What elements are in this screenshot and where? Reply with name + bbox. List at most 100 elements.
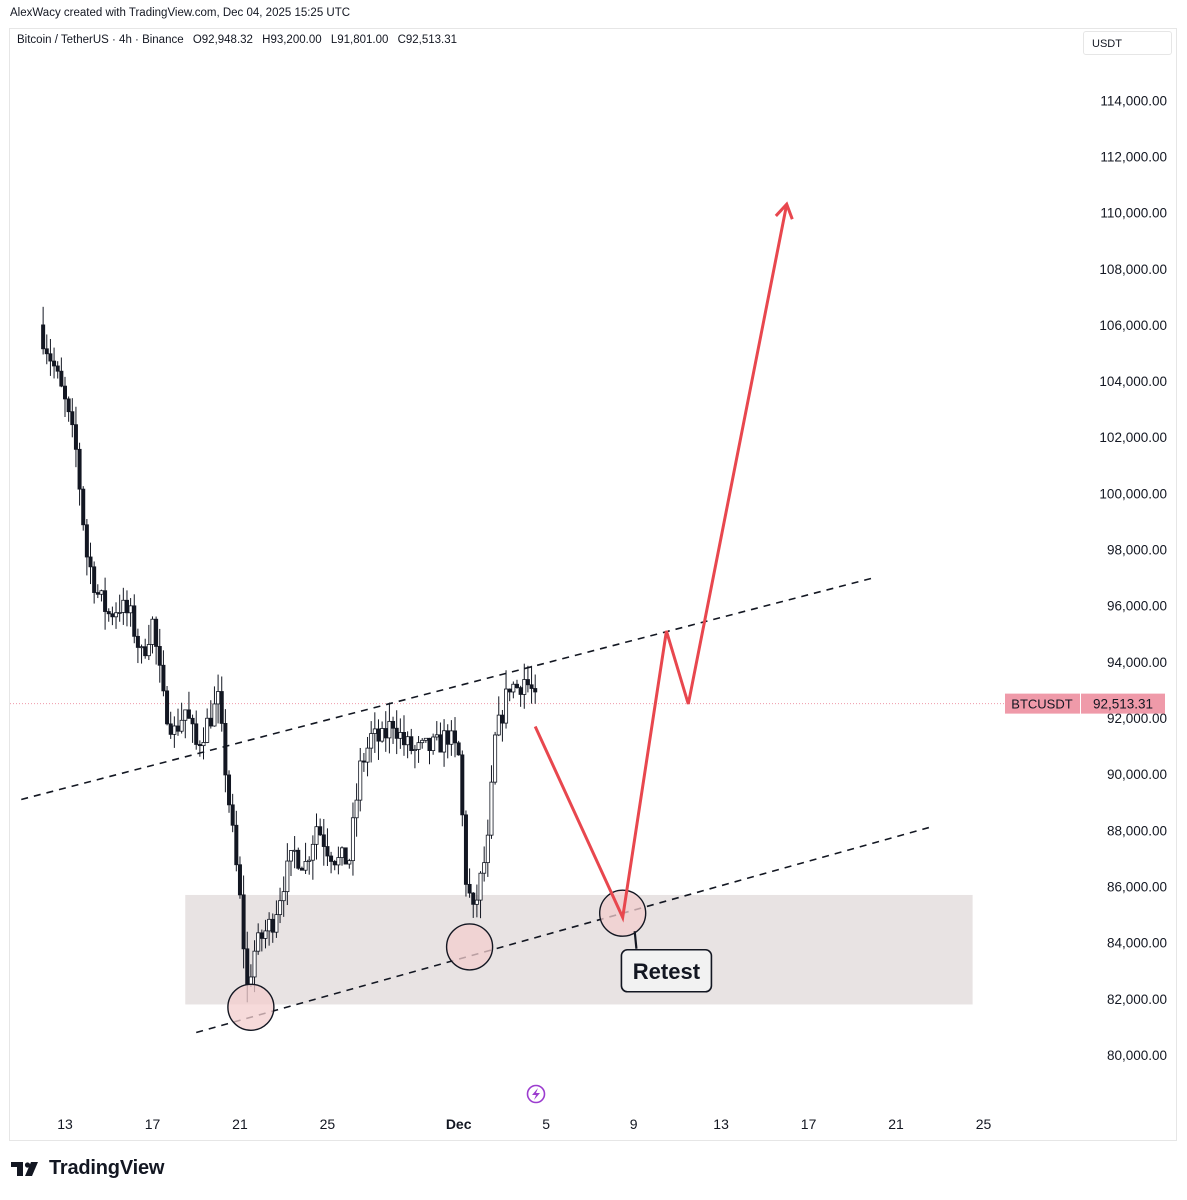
symbol-title[interactable]: Bitcoin / TetherUS · 4h · Binance: [17, 34, 184, 46]
candle-body: [533, 688, 538, 693]
candle: [434, 721, 439, 741]
candle: [442, 719, 447, 767]
current-price-tag: [1081, 693, 1165, 714]
candle-body: [172, 725, 177, 735]
candle-body: [434, 734, 439, 738]
x-tick-label: 17: [801, 1116, 817, 1132]
candle-body: [380, 728, 385, 742]
candle: [77, 442, 82, 506]
candle-body: [103, 590, 108, 612]
candle-body: [241, 894, 246, 950]
lightning-icon-ring: [526, 1084, 546, 1104]
candle: [263, 919, 268, 949]
candle-body: [321, 834, 326, 847]
candle-body: [63, 385, 68, 400]
candle: [420, 738, 425, 749]
candle-body: [299, 867, 304, 871]
candle: [227, 770, 232, 813]
candle-body: [237, 864, 242, 896]
candle: [467, 868, 472, 898]
candle-body: [205, 717, 210, 743]
candle: [230, 793, 235, 833]
candle: [216, 674, 221, 724]
candle: [416, 736, 421, 763]
candle-body: [92, 566, 97, 593]
candle-body: [274, 914, 279, 933]
candle-body: [340, 847, 345, 858]
candle-body: [409, 736, 414, 751]
candle: [391, 716, 396, 744]
candle-body: [157, 646, 162, 666]
candle-body: [511, 683, 516, 693]
candle-body: [190, 717, 195, 725]
candle-body: [161, 664, 166, 692]
x-tick-label: 9: [630, 1116, 638, 1132]
y-tick-label: 98,000.00: [1107, 543, 1167, 558]
candle: [329, 851, 334, 874]
candle-body: [518, 687, 523, 695]
currency-label[interactable]: USDT: [1083, 31, 1172, 55]
candle-body: [412, 749, 417, 751]
x-tick-label: 25: [320, 1116, 336, 1132]
candle-body: [416, 742, 421, 750]
candle-body: [369, 733, 374, 749]
y-tick-label: 96,000.00: [1107, 599, 1167, 614]
y-tick-label: 110,000.00: [1100, 206, 1167, 221]
candle: [161, 650, 166, 697]
candle: [201, 727, 206, 760]
candle-body: [391, 720, 396, 729]
candle-body: [73, 424, 78, 450]
candle-body: [398, 732, 403, 739]
candle-body: [482, 862, 487, 874]
candle: [186, 691, 191, 719]
candle-body: [507, 688, 512, 693]
candle-body: [485, 834, 490, 864]
candle: [110, 606, 115, 626]
y-tick-label: 100,000.00: [1099, 486, 1167, 501]
candle-body: [208, 717, 213, 727]
tradingview-logo: TradingView: [11, 1157, 164, 1180]
candle-body: [201, 742, 206, 747]
candle-body: [361, 760, 366, 763]
lightning-icon-bolt: [532, 1088, 540, 1100]
candle-body: [405, 736, 410, 746]
candle-body: [387, 720, 392, 739]
candle-body: [420, 739, 425, 744]
candle-body: [66, 398, 71, 413]
candle-body: [401, 732, 406, 746]
candle: [325, 828, 330, 866]
candle: [380, 721, 385, 743]
candle-body: [183, 709, 188, 721]
candle-body: [358, 760, 363, 801]
candle-body: [303, 861, 308, 871]
candle-body: [514, 683, 519, 689]
candle-body: [48, 353, 53, 362]
candle: [267, 912, 272, 946]
candle: [438, 722, 443, 753]
candle: [128, 598, 133, 627]
candle: [66, 396, 71, 422]
candle: [347, 858, 352, 869]
candle: [343, 847, 348, 865]
candle-body: [259, 932, 264, 939]
x-tick-label: 5: [542, 1116, 550, 1132]
candle: [285, 843, 290, 906]
candle-body: [59, 370, 64, 387]
candle: [146, 624, 151, 661]
candle: [478, 871, 483, 919]
candle-body: [278, 900, 283, 916]
candle: [132, 594, 137, 644]
touch-circle: [445, 923, 494, 971]
candle: [52, 347, 57, 379]
candle: [401, 715, 406, 756]
candle-body: [471, 892, 476, 905]
candle-body: [296, 849, 301, 869]
candle: [274, 900, 279, 938]
candle: [518, 685, 523, 707]
candle-body: [252, 950, 257, 978]
candle: [150, 616, 155, 654]
candle: [405, 731, 410, 759]
candle-body: [460, 754, 465, 816]
chart-attribution: AlexWacy created with TradingView.com, D…: [10, 7, 351, 19]
